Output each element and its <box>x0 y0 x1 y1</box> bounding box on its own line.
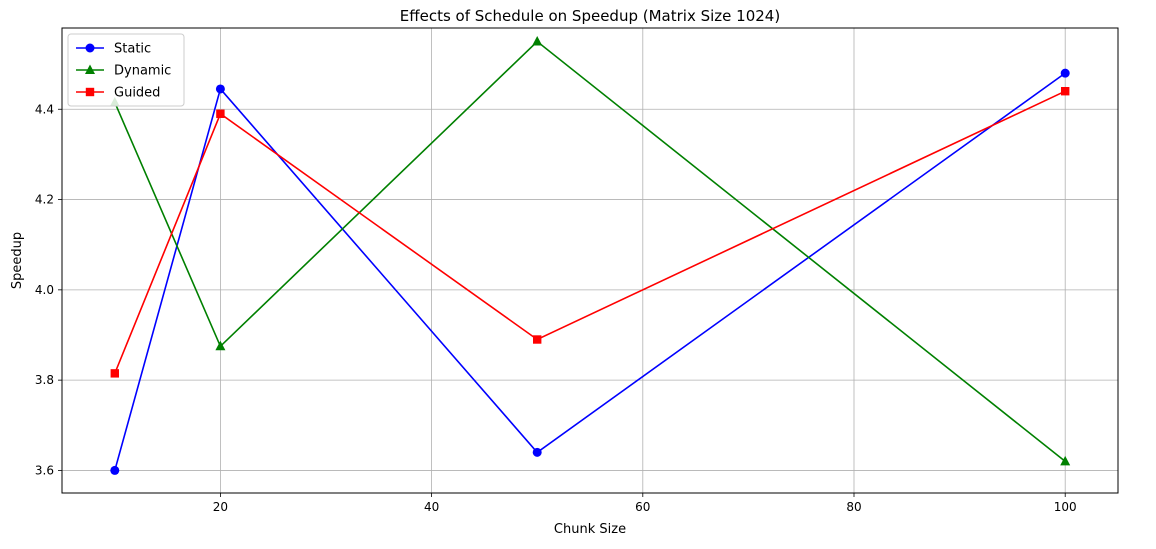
static-line <box>114 72 1066 471</box>
x-tick-label: 40 <box>424 500 439 514</box>
static-point <box>1060 68 1070 78</box>
legend-item-guided: Guided <box>76 86 160 101</box>
series-group <box>109 36 1071 475</box>
grid <box>62 28 1118 493</box>
x-tick-label: 60 <box>635 500 650 514</box>
static-point <box>532 447 542 457</box>
plot-frame <box>61 27 1119 494</box>
static-point <box>110 465 120 475</box>
legend-marker-static <box>85 43 95 53</box>
y-tick-label: 3.8 <box>35 373 54 387</box>
series-guided <box>110 87 1070 378</box>
chart-title: Effects of Schedule on Speedup (Matrix S… <box>400 7 780 25</box>
y-tick-label: 4.0 <box>35 283 54 297</box>
y-tick-label: 4.4 <box>35 102 54 116</box>
legend-item-static: Static <box>76 42 151 57</box>
guided-point <box>216 109 225 118</box>
x-tick-label: 100 <box>1054 500 1077 514</box>
legend-label-guided: Guided <box>114 86 160 101</box>
series-static <box>110 68 1070 475</box>
legend-label-static: Static <box>114 42 151 57</box>
guided-point <box>110 369 119 378</box>
dynamic-point <box>532 36 543 46</box>
legend-label-dynamic: Dynamic <box>114 64 171 79</box>
x-tick-label: 20 <box>213 500 228 514</box>
y-tick-label: 4.2 <box>35 193 54 207</box>
dynamic-line <box>114 40 1066 463</box>
static-point <box>215 84 225 94</box>
axis-ticks: 20 40 60 80 100 3.6 3.8 4.0 4.2 4.4 <box>35 102 1077 514</box>
legend-item-dynamic: Dynamic <box>76 64 171 79</box>
x-axis-label: Chunk Size <box>554 522 626 537</box>
guided-point <box>533 335 542 344</box>
series-dynamic <box>109 36 1071 466</box>
y-axis-label: Speedup <box>10 232 25 289</box>
guided-line <box>114 90 1066 374</box>
x-tick-label: 80 <box>846 500 861 514</box>
legend-marker-guided <box>85 87 95 97</box>
dynamic-point <box>215 340 226 351</box>
legend-box <box>67 33 185 107</box>
y-tick-label: 3.6 <box>35 463 54 477</box>
guided-point <box>1061 87 1070 96</box>
legend: Static Dynamic Guided <box>67 33 185 107</box>
legend-marker-dynamic <box>85 64 95 74</box>
dynamic-point <box>1060 455 1071 466</box>
